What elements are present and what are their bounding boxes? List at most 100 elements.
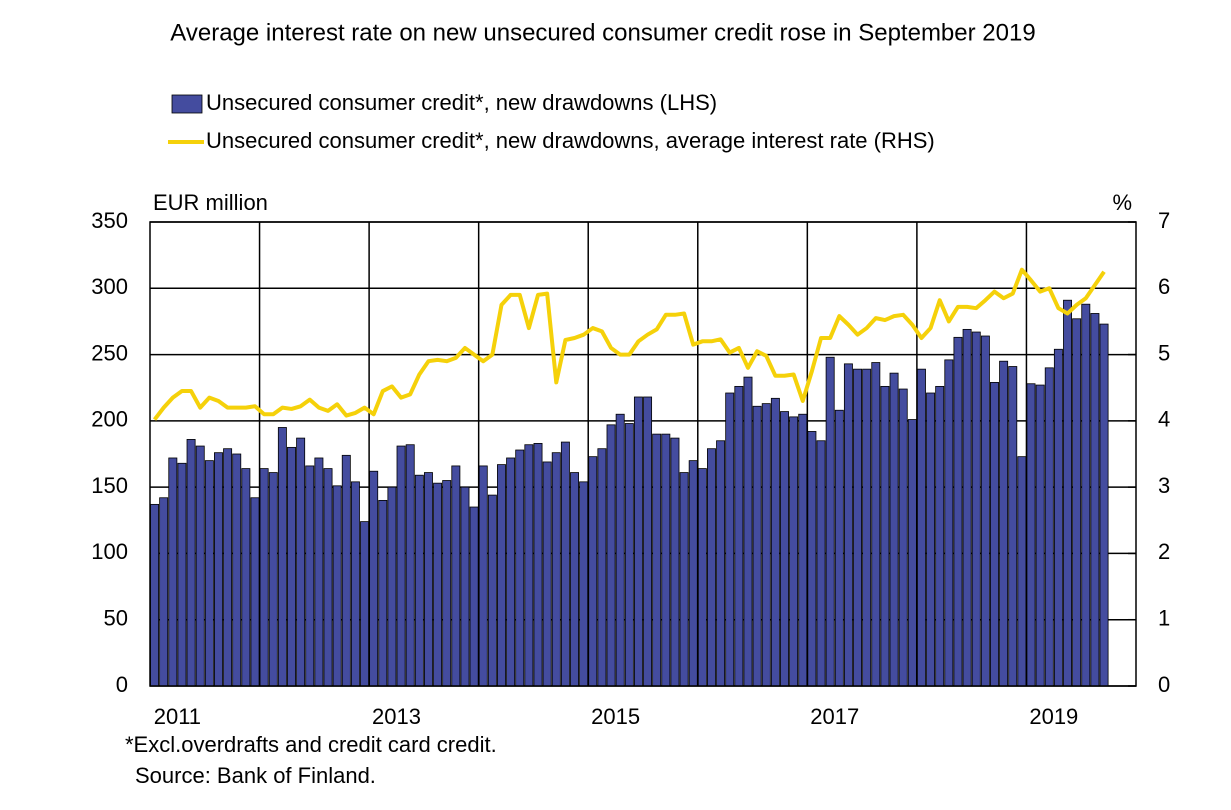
bar	[150, 503, 160, 687]
bar	[679, 472, 689, 687]
bar	[780, 411, 789, 687]
bar	[990, 382, 999, 687]
legend-label: Unsecured consumer credit*, new drawdown…	[206, 128, 935, 153]
bar	[442, 480, 452, 687]
bar	[341, 454, 351, 687]
y-tick-label: 0	[116, 672, 128, 697]
bar	[387, 486, 397, 687]
bar	[1072, 318, 1082, 687]
bar	[862, 368, 872, 687]
bar	[305, 465, 315, 687]
bar	[159, 497, 169, 687]
bar	[697, 468, 707, 687]
bar	[889, 372, 899, 687]
bar	[652, 433, 662, 687]
y2-tick-label: 1	[1158, 606, 1170, 631]
bar	[487, 494, 497, 687]
bar	[469, 506, 479, 687]
bar	[953, 336, 963, 687]
bar	[360, 521, 370, 687]
bar	[962, 328, 972, 687]
bar	[834, 409, 844, 687]
bar	[615, 413, 625, 687]
chart-title: Average interest rate on new unsecured c…	[170, 19, 1035, 46]
bar	[761, 403, 771, 687]
y-tick-label: 50	[104, 606, 128, 631]
y2-axis-label: %	[1112, 190, 1132, 215]
bar	[287, 446, 296, 687]
bar	[1035, 384, 1045, 687]
bar	[807, 431, 817, 687]
bar	[332, 485, 342, 687]
bar	[497, 464, 506, 687]
bar	[1099, 323, 1109, 687]
bar	[1017, 456, 1027, 687]
x-tick-label: 2019	[1029, 704, 1078, 729]
bar	[433, 482, 443, 687]
bar	[314, 457, 324, 687]
bar	[707, 448, 716, 687]
bar	[214, 452, 223, 687]
bar	[725, 392, 735, 687]
bar	[743, 376, 753, 687]
bar	[579, 481, 589, 687]
legend-label: Unsecured consumer credit*, new drawdown…	[206, 90, 717, 115]
bar	[186, 439, 196, 687]
bar	[853, 368, 863, 687]
bar	[816, 440, 826, 687]
bar	[597, 448, 607, 687]
bar	[935, 385, 945, 687]
bar	[515, 449, 525, 687]
bar	[223, 448, 233, 687]
bar	[1081, 303, 1091, 687]
bar	[999, 360, 1009, 687]
bar	[350, 481, 360, 687]
y-tick-label: 250	[91, 340, 128, 365]
bar	[825, 356, 835, 687]
y2-tick-label: 4	[1158, 407, 1170, 432]
y-tick-label: 350	[91, 208, 128, 233]
y-tick-label: 200	[91, 407, 128, 432]
bar	[551, 452, 561, 687]
y-tick-label: 100	[91, 539, 128, 564]
x-tick-label: 2011	[154, 704, 201, 729]
line	[152, 267, 1106, 421]
bar	[980, 335, 990, 687]
y-tick-label: 300	[91, 274, 128, 299]
bar	[971, 331, 981, 687]
bar	[1053, 348, 1063, 687]
bar	[177, 462, 187, 687]
bar	[798, 413, 808, 687]
bar	[661, 433, 671, 687]
bar	[843, 363, 853, 687]
bar	[277, 427, 287, 687]
x-tick-label: 2017	[810, 704, 859, 729]
bar	[734, 385, 744, 687]
bar	[926, 392, 936, 687]
bar	[624, 423, 634, 687]
bar	[506, 457, 516, 687]
bar	[323, 468, 333, 687]
plot-frame	[149, 221, 1137, 687]
bar	[1090, 313, 1100, 687]
bar	[1063, 299, 1072, 687]
bar	[296, 437, 306, 687]
bar	[460, 486, 470, 687]
bar	[1044, 367, 1054, 687]
bar	[898, 388, 908, 687]
bar	[259, 468, 269, 687]
bar	[542, 461, 552, 687]
bar	[588, 456, 598, 687]
bar	[451, 465, 461, 687]
bar	[405, 444, 415, 687]
bar	[560, 441, 570, 687]
bar	[716, 440, 726, 687]
x-tick-label: 2013	[372, 704, 421, 729]
bar	[570, 472, 579, 687]
bar	[204, 460, 214, 687]
bar	[643, 396, 653, 687]
bar	[789, 416, 799, 687]
bar	[241, 468, 251, 687]
bar	[606, 424, 616, 687]
bar	[688, 460, 698, 687]
